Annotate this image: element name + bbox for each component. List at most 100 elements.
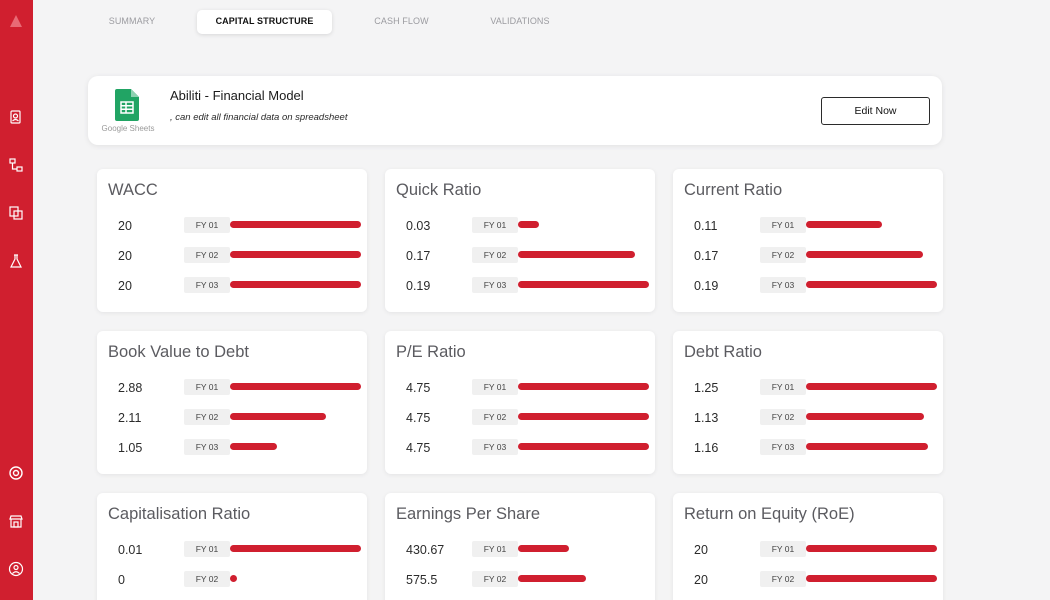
fiscal-year-label: FY 02	[184, 571, 230, 587]
metric-row: 0 FY 02	[97, 571, 367, 589]
fiscal-year-label: FY 01	[760, 379, 806, 395]
metric-bar	[230, 413, 326, 420]
metric-value: 1.16	[694, 441, 719, 455]
metric-row: 20 FY 02	[673, 571, 943, 589]
metric-row: 20 FY 03	[97, 277, 367, 295]
metric-bar	[518, 383, 649, 390]
metric-bar	[806, 413, 924, 420]
banner-subtitle: , can edit all financial data on spreads…	[170, 112, 348, 123]
target-icon[interactable]	[7, 464, 25, 482]
fiscal-year-label: FY 01	[472, 379, 518, 395]
metric-card: Quick Ratio 0.03 FY 01 0.17 FY 02 0.19 FY 03	[385, 169, 655, 312]
tab-capital-structure[interactable]: CAPITAL STRUCTURE	[197, 10, 332, 34]
metric-row: 0.17 FY 02	[385, 247, 655, 265]
metric-row: 1.16 FY 03	[673, 439, 943, 457]
metric-row: 4.75 FY 02	[385, 409, 655, 427]
spreadsheet-banner: Google Sheets Abiliti - Financial Model …	[88, 76, 942, 145]
metric-value: 4.75	[406, 381, 431, 395]
metric-value: 430.67	[406, 543, 445, 557]
metric-row: 4.75 FY 03	[385, 439, 655, 457]
metric-card: Earnings Per Share 430.67 FY 01 575.5 FY 02	[385, 493, 655, 600]
metric-value: 0	[118, 573, 125, 587]
contacts-icon[interactable]	[7, 108, 25, 126]
flask-icon[interactable]	[7, 252, 25, 270]
metric-row: 20 FY 01	[97, 217, 367, 235]
google-sheets-icon	[115, 89, 139, 121]
metric-value: 1.13	[694, 411, 719, 425]
metric-bar	[806, 281, 937, 288]
metric-row: 0.17 FY 02	[673, 247, 943, 265]
hierarchy-icon[interactable]	[7, 156, 25, 174]
metric-value: 4.75	[406, 441, 431, 455]
metric-bar	[518, 221, 539, 228]
metric-value: 0.01	[118, 543, 143, 557]
metric-value: 0.11	[694, 219, 718, 233]
metric-row: 20 FY 01	[673, 541, 943, 559]
metric-value: 20	[118, 219, 132, 233]
fiscal-year-label: FY 02	[472, 247, 518, 263]
metric-value: 20	[118, 249, 132, 263]
metric-value: 0.19	[694, 279, 719, 293]
fiscal-year-label: FY 02	[472, 409, 518, 425]
fiscal-year-label: FY 03	[760, 439, 806, 455]
fiscal-year-label: FY 02	[472, 571, 518, 587]
metric-card: Debt Ratio 1.25 FY 01 1.13 FY 02 1.16 FY 03	[673, 331, 943, 474]
metric-value: 1.25	[694, 381, 719, 395]
card-title: WACC	[108, 181, 158, 199]
metric-card: Current Ratio 0.11 FY 01 0.17 FY 02 0.19 FY 03	[673, 169, 943, 312]
fiscal-year-label: FY 02	[760, 247, 806, 263]
metric-row: 575.5 FY 02	[385, 571, 655, 589]
metric-bar	[230, 221, 361, 228]
metric-value: 0.03	[406, 219, 431, 233]
metric-value: 575.5	[406, 573, 438, 587]
fiscal-year-label: FY 03	[184, 439, 230, 455]
card-title: Current Ratio	[684, 181, 783, 199]
metric-card: Return on Equity (RoE) 20 FY 01 20 FY 02	[673, 493, 943, 600]
card-title: P/E Ratio	[396, 343, 466, 361]
metric-row: 2.88 FY 01	[97, 379, 367, 397]
fiscal-year-label: FY 03	[760, 277, 806, 293]
fiscal-year-label: FY 02	[184, 247, 230, 263]
metric-bar	[518, 443, 649, 450]
metric-row: 430.67 FY 01	[385, 541, 655, 559]
fiscal-year-label: FY 02	[760, 409, 806, 425]
fiscal-year-label: FY 01	[760, 217, 806, 233]
metric-bar	[806, 383, 937, 390]
user-icon[interactable]	[7, 560, 25, 578]
logo-icon[interactable]	[7, 12, 25, 30]
fiscal-year-label: FY 01	[760, 541, 806, 557]
metric-row: 0.03 FY 01	[385, 217, 655, 235]
metric-bar	[518, 281, 649, 288]
metric-bar	[230, 545, 361, 552]
card-title: Book Value to Debt	[108, 343, 249, 361]
metric-row: 20 FY 02	[97, 247, 367, 265]
card-title: Earnings Per Share	[396, 505, 540, 523]
tab-validations[interactable]: VALIDATIONS	[490, 16, 550, 26]
copy-icon[interactable]	[7, 204, 25, 222]
tab-cash-flow[interactable]: CASH FLOW	[374, 16, 429, 26]
metric-card: P/E Ratio 4.75 FY 01 4.75 FY 02 4.75 FY 03	[385, 331, 655, 474]
sidebar	[0, 0, 33, 600]
metric-value: 2.88	[118, 381, 143, 395]
edit-now-button[interactable]: Edit Now	[821, 97, 930, 125]
metric-bar	[230, 383, 361, 390]
metric-bar	[806, 545, 937, 552]
metric-bar	[806, 575, 937, 582]
tab-summary[interactable]: SUMMARY	[108, 16, 156, 26]
metric-bar	[806, 221, 882, 228]
metric-row: 0.19 FY 03	[385, 277, 655, 295]
metric-row: 0.11 FY 01	[673, 217, 943, 235]
metric-value: 2.11	[118, 411, 142, 425]
fiscal-year-label: FY 02	[184, 409, 230, 425]
fiscal-year-label: FY 03	[472, 439, 518, 455]
metric-bar	[518, 575, 586, 582]
store-icon[interactable]	[7, 512, 25, 530]
metric-value: 0.19	[406, 279, 431, 293]
card-title: Capitalisation Ratio	[108, 505, 251, 523]
metric-value: 20	[694, 573, 708, 587]
metric-bar	[230, 443, 277, 450]
metric-value: 4.75	[406, 411, 431, 425]
fiscal-year-label: FY 01	[184, 217, 230, 233]
fiscal-year-label: FY 02	[760, 571, 806, 587]
metric-value: 0.17	[406, 249, 431, 263]
